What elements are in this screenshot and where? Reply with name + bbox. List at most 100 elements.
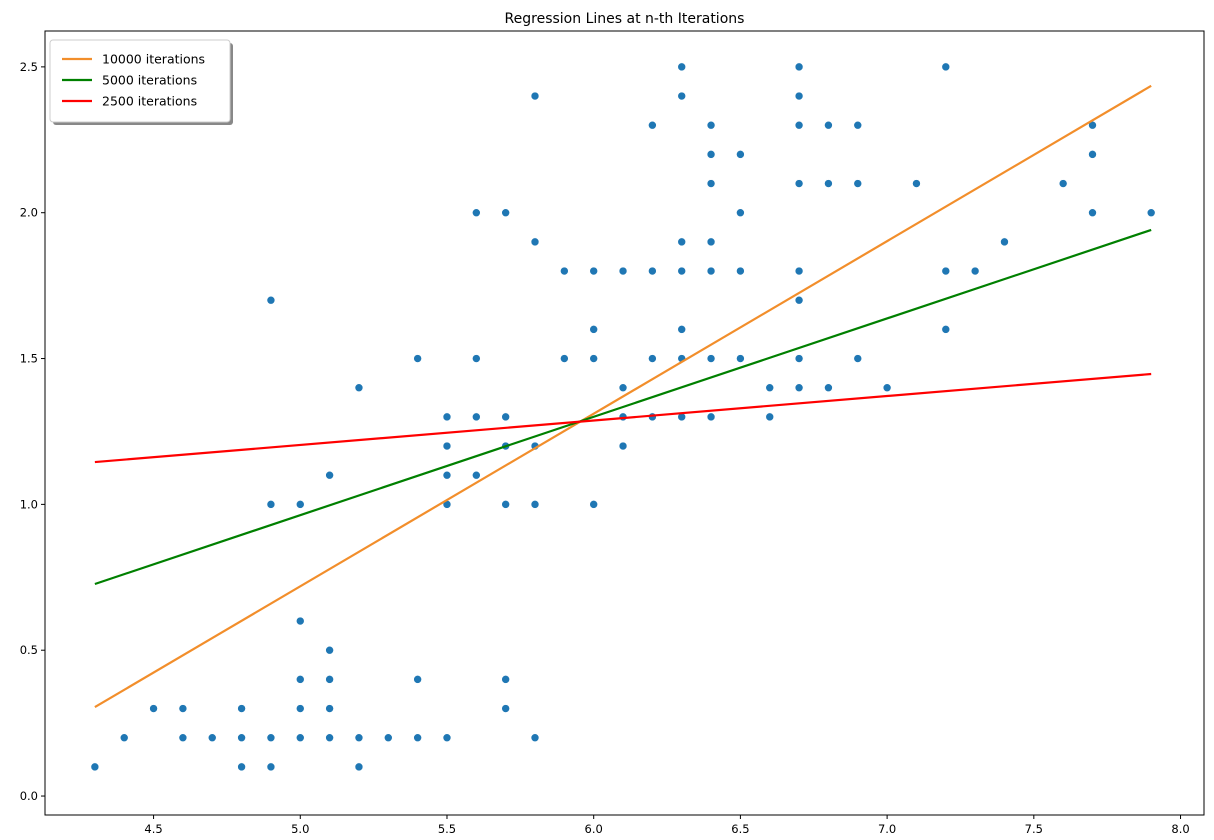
plot-frame [44, 30, 1205, 816]
scatter-point [295, 616, 305, 626]
scatter-point [442, 412, 452, 422]
legend-box [49, 39, 231, 123]
scatter-point [736, 150, 745, 159]
scatter-point [706, 412, 716, 422]
scatter-point [853, 354, 863, 363]
scatter-point [354, 762, 364, 772]
scatter-point [706, 237, 716, 247]
scatter-point [354, 733, 364, 743]
scatter-point [90, 762, 100, 772]
legend: 10000 iterations 5000 iterations 2500 iter… [49, 39, 233, 125]
scatter-point [472, 354, 481, 363]
scatter-point [941, 62, 951, 72]
x-tick-label: 5.5 [438, 822, 456, 836]
scatter-point [706, 150, 716, 159]
scatter-point [648, 266, 657, 276]
y-tick-label: 0.0 [20, 789, 38, 803]
scatter-point [1058, 179, 1068, 188]
legend-label: 10000 iterations [102, 52, 205, 67]
scatter-point [1088, 150, 1097, 159]
scatter-point [853, 179, 863, 188]
scatter-point [472, 412, 481, 422]
scatter-point [1000, 237, 1009, 247]
scatter-point [677, 266, 687, 276]
scatter-point [794, 383, 804, 393]
scatter-point [706, 266, 716, 276]
scatter-point [442, 441, 452, 451]
scatter-point [824, 179, 833, 188]
scatter-point [266, 500, 276, 509]
scatter-point [794, 62, 804, 72]
scatter-point [648, 354, 657, 363]
scatter-point [266, 762, 276, 772]
scatter-point [237, 704, 246, 713]
x-tick-label: 5.0 [291, 822, 309, 836]
scatter-point [501, 208, 510, 218]
scatter-point [237, 762, 246, 772]
scatter-point [119, 733, 129, 743]
scatter-point [413, 733, 422, 743]
scatter-point [325, 733, 334, 743]
scatter-point [325, 645, 334, 655]
scatter-point [794, 354, 804, 363]
scatter-point [325, 675, 334, 684]
scatter-point [266, 733, 276, 743]
scatter-point [970, 266, 980, 276]
scatter-point [501, 675, 510, 684]
scatter-point [530, 91, 540, 101]
scatter-point [442, 733, 452, 743]
scatter-point [794, 295, 804, 305]
x-tick-label: 6.5 [731, 822, 749, 836]
scatter-point [530, 237, 540, 247]
scatter-point [325, 470, 334, 480]
scatter-point [413, 675, 422, 684]
scatter-point [794, 266, 804, 276]
x-tick-label: 8.0 [1171, 822, 1189, 836]
legend-label: 2500 iterations [102, 94, 197, 109]
scatter-point [736, 354, 745, 363]
scatter-point [824, 120, 833, 130]
scatter-point [472, 208, 481, 218]
scatter-point [589, 500, 598, 509]
scatter-point [442, 470, 452, 480]
scatter-point [501, 704, 510, 713]
scatter-point [765, 412, 775, 422]
scatter-point [207, 733, 217, 743]
regression-line-5000 [94, 228, 1152, 586]
x-tick-label: 7.0 [878, 822, 896, 836]
y-tick-label: 1.5 [20, 352, 38, 366]
scatter-point [354, 383, 364, 393]
scatter-point [178, 704, 188, 713]
scatter-point [794, 91, 804, 101]
scatter-point [941, 266, 951, 276]
scatter-point [677, 62, 687, 72]
chart-title: Regression Lines at n-th Iterations [505, 11, 745, 27]
scatter-point [295, 733, 305, 743]
scatter-point [560, 266, 569, 276]
scatter-point [530, 500, 540, 509]
scatter-point [413, 354, 422, 363]
y-tick-label: 0.5 [20, 643, 38, 657]
x-tick-label: 7.5 [1025, 822, 1043, 836]
scatter-point [501, 500, 510, 509]
scatter-point [266, 295, 276, 305]
scatter-point [589, 325, 598, 334]
scatter-point [501, 412, 510, 422]
scatter-point [912, 179, 921, 188]
x-tick-label: 6.0 [585, 822, 603, 836]
scatter-point [677, 237, 687, 247]
scatter-point [618, 266, 628, 276]
scatter-point [149, 704, 158, 713]
scatter-point [530, 733, 540, 743]
scatter-point [794, 179, 804, 188]
scatter-point [383, 733, 393, 743]
scatter-point [325, 704, 334, 713]
scatter-point [295, 704, 305, 713]
x-tick-label: 4.5 [144, 822, 162, 836]
scatter-point [237, 733, 246, 743]
scatter-point [295, 500, 305, 509]
scatter-point [589, 266, 598, 276]
scatter-point [677, 325, 687, 334]
scatter-point [648, 120, 657, 130]
